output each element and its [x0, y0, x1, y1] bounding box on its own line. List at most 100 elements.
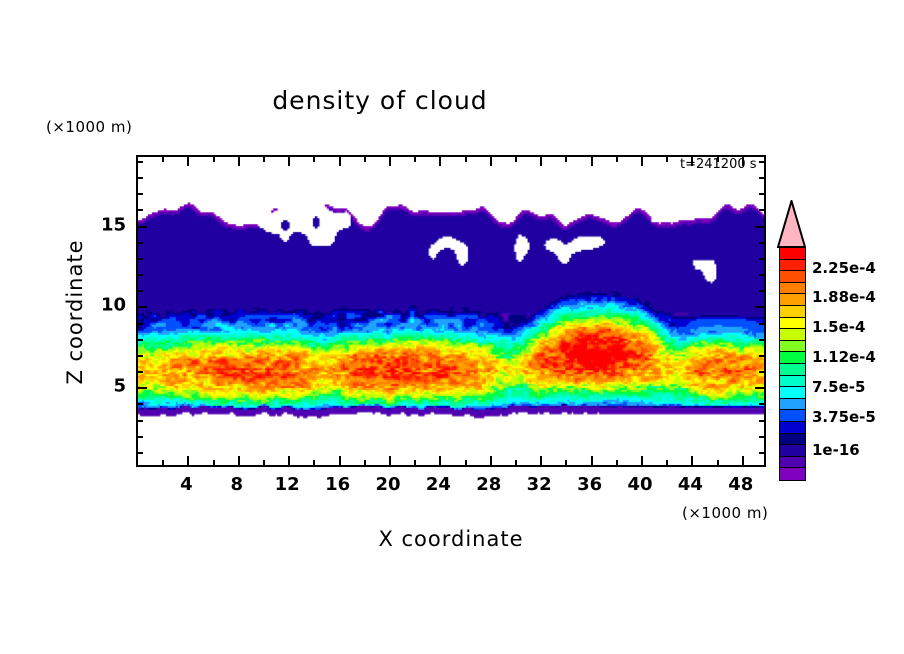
x-tick-label: 28 [476, 474, 502, 495]
y-minor-tick-right [759, 354, 764, 357]
x-minor-tick-top [666, 157, 669, 162]
colorbar-band [780, 468, 805, 480]
x-minor-tick [666, 460, 669, 465]
y-minor-tick [138, 274, 143, 276]
colorbar-band [780, 317, 805, 330]
y-minor-tick [138, 354, 143, 357]
x-tick-label: 4 [180, 474, 193, 495]
x-minor-tick [515, 460, 517, 465]
x-minor-tick [414, 460, 417, 465]
y-minor-tick-right [759, 451, 764, 454]
x-major-tick-top [389, 157, 391, 166]
colorbar-band [780, 456, 805, 469]
x-major-tick-top [590, 157, 593, 166]
x-minor-tick [162, 460, 165, 465]
y-minor-tick-right [759, 177, 764, 179]
colorbar-tick-label: 1.5e-4 [812, 318, 866, 336]
y-major-tick [138, 306, 147, 309]
y-tick-label: 5 [113, 375, 126, 397]
colorbar-band [780, 421, 805, 434]
z-axis-unit-label: (×1000 m) [46, 118, 133, 136]
y-minor-tick [138, 338, 143, 341]
x-minor-tick-top [716, 157, 719, 162]
y-minor-tick [138, 371, 143, 373]
y-minor-tick-right [759, 274, 764, 276]
y-minor-tick [138, 403, 143, 406]
x-minor-tick [615, 460, 618, 465]
colorbar-tick-label: 1.88e-4 [812, 288, 876, 306]
x-minor-tick [313, 460, 316, 465]
plot-area[interactable] [136, 155, 766, 467]
y-minor-tick [138, 435, 143, 438]
colorbar-band [780, 387, 805, 399]
y-axis-title: Z coordinate [63, 239, 87, 385]
x-major-tick-top [691, 157, 694, 166]
y-major-tick [138, 387, 147, 390]
y-tick-label: 15 [100, 214, 126, 235]
x-tick-label: 20 [375, 474, 401, 495]
y-minor-tick [138, 290, 143, 293]
x-minor-tick-top [515, 157, 517, 162]
colorbar-band [780, 259, 805, 272]
x-minor-tick-top [565, 157, 568, 162]
colorbar-tick-label: 7.5e-5 [812, 378, 866, 396]
x-major-tick [641, 456, 643, 465]
x-major-tick [590, 456, 593, 465]
x-minor-tick-top [464, 157, 467, 162]
x-major-tick [540, 456, 543, 465]
y-minor-tick [138, 160, 143, 163]
x-tick-label: 12 [274, 474, 300, 495]
y-minor-tick [138, 177, 143, 179]
x-minor-tick-top [363, 157, 366, 162]
x-major-tick-top [187, 157, 190, 166]
y-minor-tick-right [759, 241, 764, 244]
y-minor-tick-right [759, 371, 764, 373]
x-tick-label: 8 [230, 474, 244, 495]
colorbar-tick-label: 3.75e-5 [812, 408, 876, 426]
y-minor-tick [138, 451, 143, 454]
y-minor-tick [138, 257, 143, 260]
colorbar-band [780, 375, 805, 388]
colorbar-arrow-icon [777, 200, 806, 248]
x-major-tick [741, 456, 744, 465]
x-minor-tick [716, 460, 719, 465]
y-minor-tick [138, 209, 143, 212]
x-tick-label: 36 [577, 474, 603, 495]
x-major-tick [691, 456, 694, 465]
y-minor-tick-right [759, 403, 764, 406]
x-major-tick [187, 456, 190, 465]
colorbar-band [780, 398, 805, 411]
x-major-tick [439, 456, 442, 465]
y-major-tick-right [755, 225, 764, 228]
x-minor-tick [565, 460, 568, 465]
x-major-tick-top [489, 157, 492, 166]
x-tick-label: 48 [728, 474, 754, 495]
y-minor-tick-right [759, 209, 764, 212]
y-minor-tick [138, 193, 143, 196]
y-minor-tick-right [759, 193, 764, 196]
x-tick-label: 16 [325, 474, 351, 495]
colorbar-tick-label: 1e-16 [812, 441, 860, 459]
page-title: density of cloud [272, 86, 488, 115]
x-minor-tick-top [212, 157, 215, 162]
x-major-tick-top [288, 157, 291, 166]
heatmap-field [138, 157, 764, 465]
y-major-tick-right [755, 387, 764, 390]
colorbar-band [780, 248, 805, 260]
colorbar-band [780, 363, 805, 376]
colorbar-band [780, 305, 805, 318]
x-major-tick-top [338, 157, 341, 166]
x-minor-tick [263, 460, 265, 465]
x-major-tick-top [641, 157, 643, 166]
y-minor-tick-right [759, 322, 764, 325]
colorbar[interactable] [779, 247, 806, 481]
timestamp-annotation: t=241200 s [680, 157, 757, 172]
colorbar-band [780, 445, 805, 457]
y-minor-tick-right [759, 338, 764, 341]
x-axis-unit-label: (×1000 m) [682, 504, 769, 522]
colorbar-tick-label: 1.12e-4 [812, 348, 876, 366]
y-minor-tick [138, 322, 143, 325]
y-minor-tick-right [759, 257, 764, 260]
x-minor-tick [363, 460, 366, 465]
x-tick-label: 44 [677, 474, 703, 495]
